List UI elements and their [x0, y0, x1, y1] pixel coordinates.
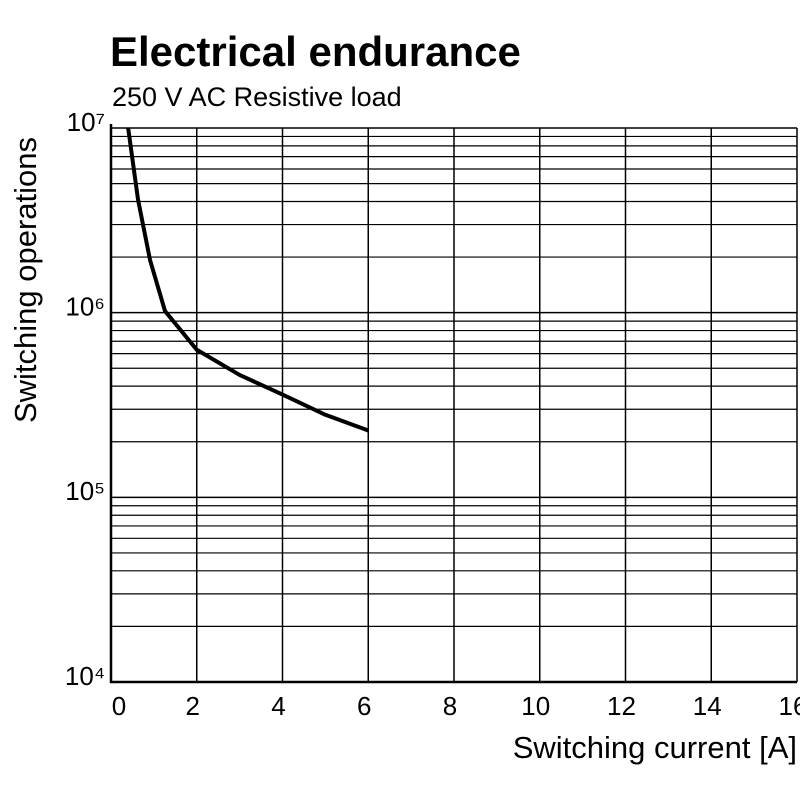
- data-line: [126, 127, 369, 433]
- y-tick-label: 10⁷: [67, 107, 105, 137]
- x-tick-label: 12: [607, 691, 636, 721]
- y-tick-label: 10⁴: [65, 661, 105, 691]
- x-tick-label: 14: [693, 691, 722, 721]
- x-axis-label: Switching current [A]: [513, 730, 797, 765]
- chart-title: Electrical endurance: [110, 28, 521, 75]
- x-tick-label: 0: [112, 691, 126, 721]
- y-axis-label: Switching operations: [8, 137, 43, 423]
- x-tick-label: 10: [521, 691, 550, 721]
- x-tick-label: 16: [779, 691, 800, 721]
- x-tick-label: 2: [186, 691, 200, 721]
- x-tick-label: 6: [357, 691, 371, 721]
- chart-subtitle: 250 V AC Resistive load: [112, 82, 402, 112]
- x-tick-label: 4: [271, 691, 285, 721]
- axis-frame: [109, 124, 797, 684]
- y-tick-label: 10⁵: [65, 476, 105, 506]
- y-tick-label: 10⁶: [65, 292, 105, 322]
- x-tick-label: 8: [443, 691, 457, 721]
